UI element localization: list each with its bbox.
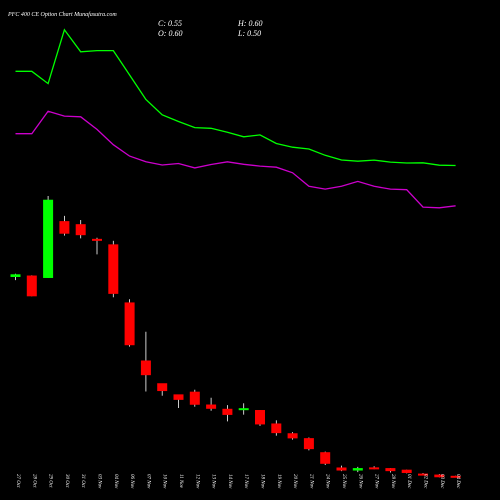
x-tick-label: 10 Nov <box>162 474 167 489</box>
candle <box>92 237 102 255</box>
candle <box>157 383 168 396</box>
x-tick-label: 04 Nov <box>113 474 118 489</box>
x-tick-label: 07 Nov <box>145 474 150 489</box>
candle <box>303 437 314 451</box>
candle-body <box>369 467 380 470</box>
candle-body <box>450 475 461 478</box>
candle-body <box>189 391 200 405</box>
close-label: C: 0.55 <box>158 19 182 28</box>
x-tick-label: 14 Nov <box>227 474 232 489</box>
x-tick-label: 19 Nov <box>276 474 281 489</box>
x-tick-label: 28 Oct <box>31 474 36 488</box>
candle <box>320 451 331 466</box>
x-tick-label: 13 Nov <box>211 474 216 489</box>
candle-body <box>385 468 396 472</box>
candle-body <box>43 199 54 278</box>
candle-body <box>336 467 347 471</box>
lower-average-line <box>15 110 456 209</box>
candle <box>140 331 151 392</box>
x-tick-label: 12 Nov <box>194 474 199 489</box>
candle-body <box>75 224 86 236</box>
candle <box>108 240 119 298</box>
candle-body <box>92 238 102 241</box>
x-tick-label: 11 Nov <box>178 474 183 489</box>
upper-average-line <box>15 28 456 167</box>
candle <box>418 472 428 476</box>
x-tick-label: 30 Oct <box>64 474 69 488</box>
candle <box>287 432 298 440</box>
candle-body <box>352 468 363 471</box>
chart-title: PFC 400 CE Option Chart Munafasutra.com <box>7 11 117 18</box>
candle <box>189 389 200 407</box>
x-tick-label: 18 Nov <box>260 474 265 489</box>
x-tick-label: 17 Nov <box>243 474 248 489</box>
candle <box>206 397 217 411</box>
candle <box>173 394 184 409</box>
candle-body <box>108 244 119 294</box>
moving-average-lines <box>15 28 456 209</box>
candle <box>450 475 461 478</box>
x-tick-label: 21 Nov <box>308 474 313 489</box>
candle <box>238 403 249 415</box>
candle-body <box>401 469 412 473</box>
candle <box>271 420 282 436</box>
x-tick-label: 27 Nov <box>374 474 379 489</box>
x-tick-label: 27 Oct <box>15 474 20 488</box>
x-tick-label: 06 Nov <box>129 474 134 489</box>
x-tick-label: 29 Oct <box>48 474 53 488</box>
candle-body <box>10 274 21 277</box>
candle-body <box>287 433 298 439</box>
candle <box>222 405 233 422</box>
x-tick-label: 28 Nov <box>390 474 395 489</box>
candle-body <box>418 473 428 476</box>
candle-body <box>320 452 331 464</box>
candle-body <box>271 423 282 434</box>
x-tick-label: 20 Nov <box>292 474 297 489</box>
candle-body <box>59 221 70 234</box>
candle <box>336 465 347 472</box>
candle <box>255 410 265 426</box>
candle-body <box>434 474 445 478</box>
x-tick-label: 03 Nov <box>97 474 102 489</box>
x-axis-ticks: 27 Oct 28 Oct 29 Oct 30 Oct 31 Oct 03 Nov 04 N… <box>15 474 460 489</box>
low-label: L: 0.50 <box>237 29 261 38</box>
candle <box>75 220 86 239</box>
candles-group <box>10 196 461 478</box>
x-tick-label: 31 Oct <box>80 474 85 488</box>
candle <box>401 469 412 474</box>
high-label: H: 0.60 <box>237 19 262 28</box>
candle-body <box>124 302 135 346</box>
candle <box>385 467 396 473</box>
candle <box>26 275 37 297</box>
candle-body <box>173 394 184 400</box>
candle-body <box>26 275 37 297</box>
candle-body <box>238 408 249 411</box>
candle <box>43 196 54 278</box>
candle-body <box>206 404 217 409</box>
candle-body <box>255 410 265 425</box>
x-tick-label: 02 Dec <box>423 474 428 489</box>
x-tick-label: 24 Nov <box>325 474 330 489</box>
candle-body <box>222 408 233 415</box>
candle <box>369 466 380 470</box>
x-tick-label: 25 Nov <box>341 474 346 489</box>
candle <box>434 474 445 478</box>
candle-body <box>303 438 314 450</box>
x-tick-label: 04 Dec <box>455 474 460 489</box>
candle <box>59 215 70 236</box>
open-label: O: 0.60 <box>158 29 182 38</box>
candle <box>124 299 135 347</box>
candle <box>352 466 363 473</box>
candle-body <box>157 383 168 392</box>
x-tick-label: 03 Dec <box>439 474 444 489</box>
candle <box>10 273 21 281</box>
x-tick-label: 26 Nov <box>357 474 362 489</box>
candle-body <box>140 360 151 376</box>
x-tick-label: 01 Dec <box>406 474 411 489</box>
